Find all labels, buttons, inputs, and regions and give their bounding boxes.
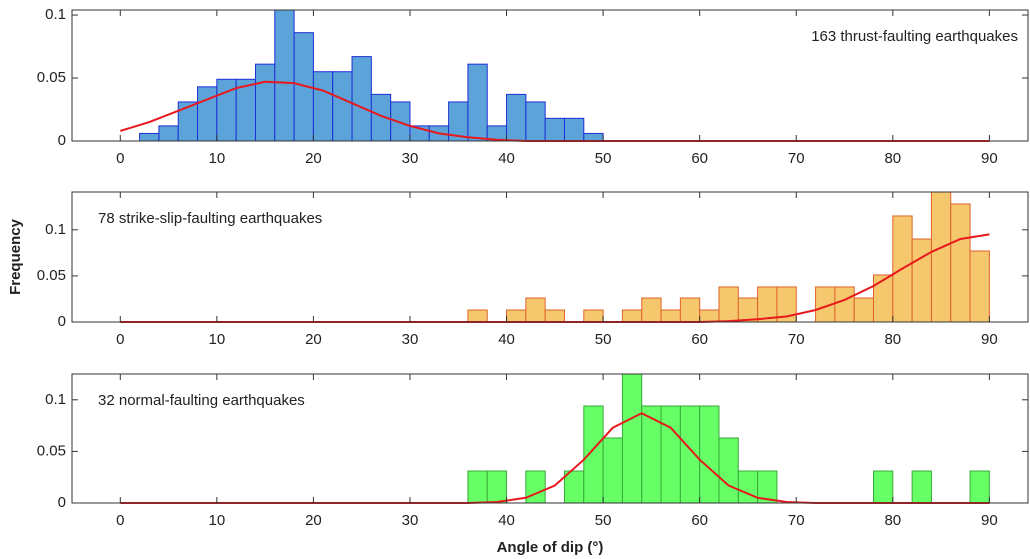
bar [930, 191, 952, 323]
annotation: 78 strike-slip-faulting earthquakes [98, 210, 322, 227]
bar [563, 117, 585, 142]
x-tick-label: 0 [116, 331, 124, 348]
bar [679, 405, 701, 504]
bar [486, 470, 508, 504]
bar [158, 125, 179, 142]
y-tick-label: 0 [58, 494, 66, 511]
bar [583, 405, 604, 504]
bar [641, 297, 662, 323]
y-tick-label: 0 [58, 313, 66, 330]
bar [621, 373, 643, 504]
bar [312, 71, 334, 142]
bar [506, 309, 527, 323]
bar [544, 309, 565, 323]
x-tick-label: 60 [691, 150, 708, 167]
bar [583, 309, 604, 323]
bar [737, 470, 759, 504]
bar [525, 470, 546, 504]
x-tick-label: 70 [788, 150, 805, 167]
bar [563, 470, 585, 504]
y-tick-label: 0.1 [45, 221, 66, 238]
bar [969, 250, 990, 323]
x-tick-label: 0 [116, 512, 124, 529]
bar [718, 437, 739, 504]
axes-box [71, 191, 1029, 323]
bar [332, 71, 353, 142]
x-tick-label: 40 [498, 150, 515, 167]
x-tick-label: 60 [691, 512, 708, 529]
x-tick-label: 50 [595, 331, 612, 348]
bar [583, 132, 604, 142]
y-tick-label: 0.05 [37, 442, 66, 459]
x-tick-label: 40 [498, 331, 515, 348]
bar [621, 309, 643, 323]
x-tick-label: 80 [884, 512, 901, 529]
x-tick-label: 20 [305, 150, 322, 167]
x-tick-label: 70 [788, 512, 805, 529]
bar [872, 274, 894, 323]
x-tick-label: 10 [209, 331, 226, 348]
fit-line [120, 412, 990, 504]
bar [853, 297, 874, 323]
bar [254, 63, 276, 142]
x-tick-label: 90 [981, 331, 998, 348]
x-tick-label: 30 [402, 331, 419, 348]
x-tick-label: 40 [498, 512, 515, 529]
bar [467, 309, 488, 323]
bar [506, 93, 527, 142]
bar [274, 9, 295, 142]
bar [467, 63, 488, 142]
x-tick-label: 50 [595, 512, 612, 529]
axes-box [71, 373, 1029, 504]
bar [872, 470, 894, 504]
x-tick-label: 50 [595, 150, 612, 167]
bar [660, 309, 681, 323]
bar [235, 78, 256, 142]
y-tick-label: 0.05 [37, 267, 66, 284]
bar [699, 405, 720, 504]
y-tick-label: 0.1 [45, 391, 66, 408]
x-tick-label: 0 [116, 150, 124, 167]
bar [699, 309, 720, 323]
bar [602, 437, 623, 504]
axes-box [71, 9, 1029, 142]
y-tick-label: 0 [58, 132, 66, 149]
bar [679, 297, 701, 323]
x-tick-label: 90 [981, 512, 998, 529]
x-tick-label: 80 [884, 331, 901, 348]
bar [834, 286, 855, 323]
x-tick-label: 60 [691, 331, 708, 348]
bar [525, 101, 546, 142]
bar [660, 405, 681, 504]
bar [969, 470, 990, 504]
bar [197, 86, 218, 142]
y-tick-label: 0.05 [37, 69, 66, 86]
y-tick-label: 0.1 [45, 6, 66, 23]
x-tick-label: 10 [209, 150, 226, 167]
bar [525, 297, 546, 323]
x-tick-label: 20 [305, 331, 322, 348]
x-tick-label: 10 [209, 512, 226, 529]
x-tick-label: 20 [305, 512, 322, 529]
bar [467, 470, 488, 504]
x-tick-label: 30 [402, 150, 419, 167]
bar [911, 470, 932, 504]
bar [911, 238, 932, 323]
annotation: 32 normal-faulting earthquakes [98, 392, 305, 409]
annotation: 163 thrust-faulting earthquakes [811, 28, 1018, 45]
y-axis-label: Frequency [7, 218, 24, 295]
bar [544, 117, 565, 142]
bar [718, 286, 739, 323]
x-tick-label: 90 [981, 150, 998, 167]
bar [351, 56, 372, 142]
bar [950, 203, 971, 323]
x-tick-label: 80 [884, 150, 901, 167]
x-tick-label: 30 [402, 512, 419, 529]
x-tick-label: 70 [788, 331, 805, 348]
x-axis-label: Angle of dip (°) [497, 539, 604, 556]
bar [139, 132, 160, 142]
